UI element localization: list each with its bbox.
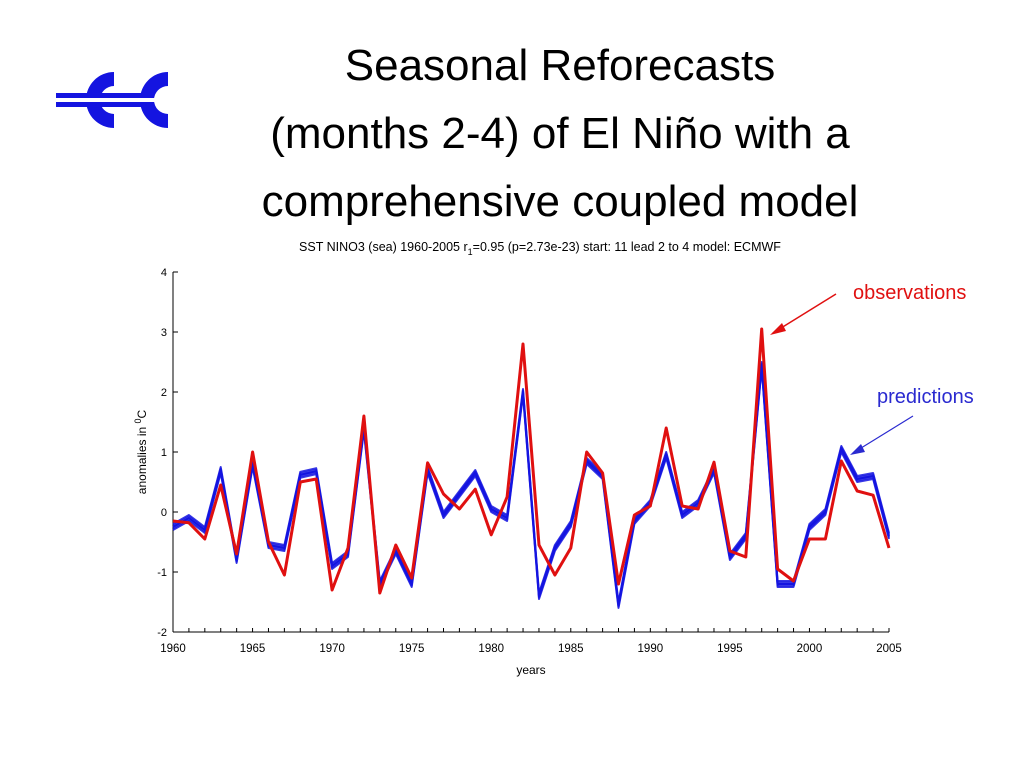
y-tick-label: 4 [161,267,167,279]
y-tick-label: -1 [157,567,167,579]
chart-annotations [770,293,914,455]
logo-bar-top [56,93,142,98]
observations-label: observations [853,282,967,304]
chart-series [172,327,891,609]
slide-title-line-2: (months 2-4) of El Niño with a [270,109,850,158]
y-tick-label: 2 [161,387,167,399]
x-tick-label: 1965 [240,643,266,655]
y-tick-label: 0 [161,507,167,519]
logo-bar-bottom [56,102,142,107]
ecmwf-logo-icon [56,72,180,128]
logo-gap [56,98,180,102]
x-tick-label: 1985 [558,643,584,655]
chart-title-subscript: 1 [467,247,473,257]
predictions-label: predictions [877,386,974,408]
x-tick-label: 1970 [319,643,345,655]
x-tick-label: 1975 [399,643,425,655]
x-tick-label: 2005 [876,643,902,655]
y-axis-label: anomalies in 0C [133,409,149,494]
predictions-arrow-line [852,415,914,454]
observations-arrowhead [770,323,786,335]
observations-line [172,327,891,595]
x-axis-label: years [516,663,545,677]
x-tick-label: 1960 [160,643,186,655]
x-tick-label: 1990 [638,643,664,655]
y-tick-label: -2 [157,627,167,639]
y-axis-label-text: anomalies in [135,423,149,494]
y-axis-label-unit: C [135,409,149,418]
y-axis-label-superscript: 0 [133,418,143,423]
chart-title: SST NINO3 (sea) 1960-2005 r1=0.95 (p=2.7… [150,240,930,257]
slide-title-line-1: Seasonal Reforecasts [344,41,776,90]
y-tick-label: 3 [161,327,167,339]
y-tick-label: 1 [161,447,167,459]
predictions-arrowhead [850,444,865,455]
predictions-ensemble-line [172,367,890,609]
slide-title-line-3: comprehensive coupled model [261,177,859,226]
chart-title-pre: SST NINO3 (sea) 1960-2005 r [299,240,468,254]
x-tick-label: 2000 [797,643,823,655]
chart-title-post: =0.95 (p=2.73e-23) start: 11 lead 2 to 4… [472,240,781,254]
x-tick-label: 1995 [717,643,743,655]
chart-axes: -2 -1 0 1 2 3 4 1960 1965 1970 1975 1980 1985 1990 199… [133,267,902,677]
x-tick-label: 1980 [478,643,504,655]
